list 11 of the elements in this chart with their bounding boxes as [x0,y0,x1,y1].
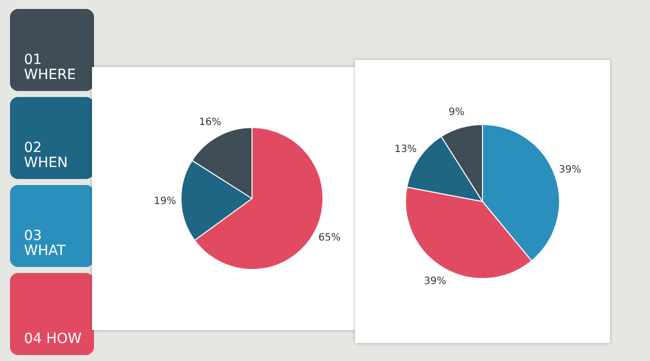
data-label: 19% [154,196,176,207]
data-label: 13% [394,144,417,155]
data-label: 39% [424,276,446,288]
text: 01 WHERE [24,52,77,83]
data-label: 16% [198,116,222,128]
data-label: 9% [448,106,464,118]
text: 02 WHEN [24,140,69,171]
text: 04 HOW [24,331,83,347]
data-label: 39% [558,164,582,176]
text: 03 WHAT [24,228,66,259]
data-label: 65% [318,232,341,244]
